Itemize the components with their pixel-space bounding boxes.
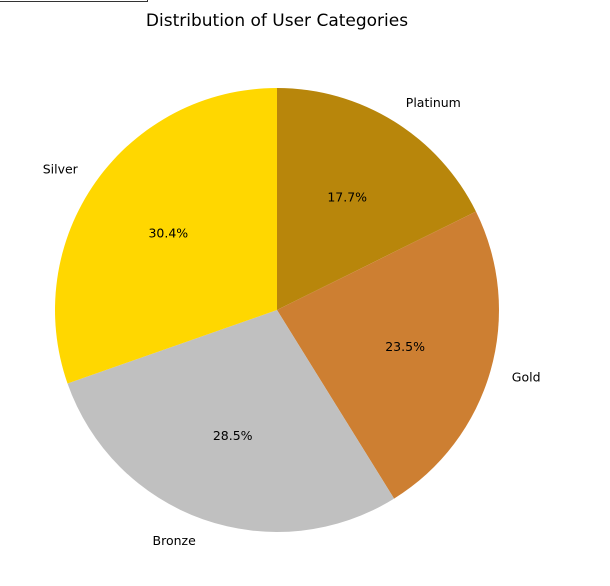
labels-layer: 17.7% Platinum 23.5% Gold 28.5% Bronze 30.4% Si… — [43, 95, 541, 548]
slice-label-bronze: Bronze — [153, 533, 197, 548]
pie-slice-silver — [55, 88, 277, 384]
figure-corner-edge — [0, 0, 148, 2]
pct-label-platinum: 17.7% — [327, 189, 367, 204]
pct-label-silver: 30.4% — [148, 226, 188, 241]
pct-label-bronze: 28.5% — [213, 428, 253, 443]
pie-slice-gold — [277, 211, 499, 499]
pie-slice-platinum — [277, 88, 476, 310]
chart-title: Distribution of User Categories — [146, 11, 408, 31]
slice-label-platinum: Platinum — [406, 95, 461, 110]
pct-label-gold: 23.5% — [385, 339, 425, 354]
slice-label-gold: Gold — [512, 370, 541, 385]
slices-layer — [55, 88, 499, 533]
pie-slice-bronze — [67, 310, 395, 533]
slice-label-silver: Silver — [43, 161, 79, 176]
